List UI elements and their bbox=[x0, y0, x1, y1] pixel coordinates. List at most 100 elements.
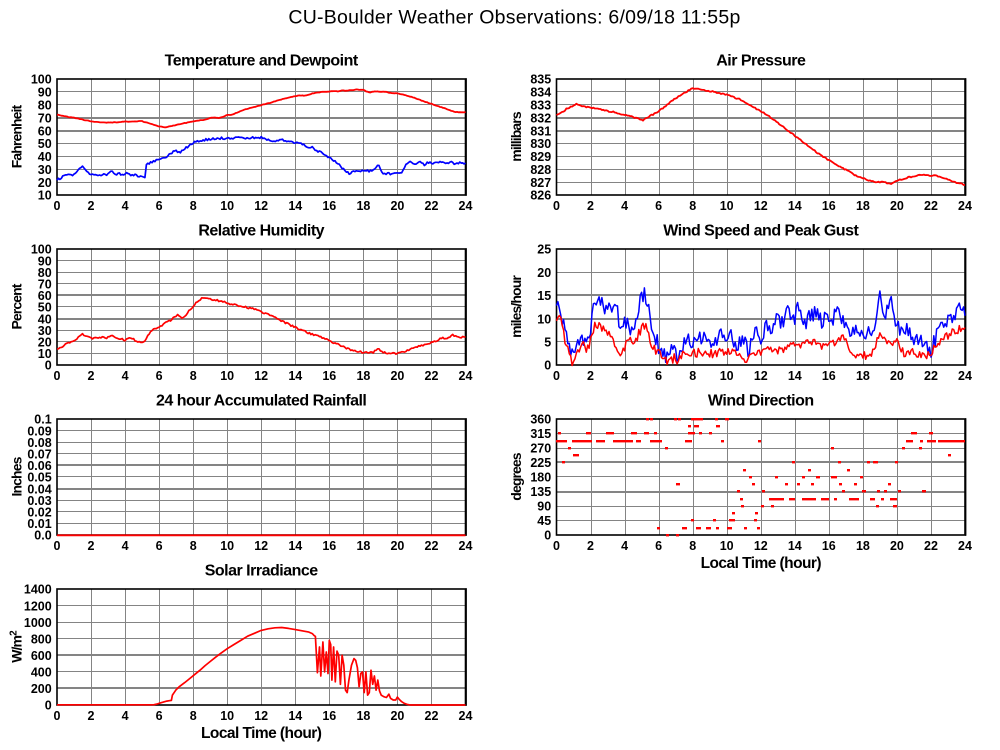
svg-text:22: 22 bbox=[425, 709, 439, 723]
svg-text:830: 830 bbox=[530, 137, 551, 151]
svg-text:18: 18 bbox=[356, 199, 370, 213]
svg-text:833: 833 bbox=[530, 99, 551, 113]
svg-text:0.1: 0.1 bbox=[34, 413, 51, 427]
svg-text:22: 22 bbox=[924, 539, 938, 553]
svg-text:20: 20 bbox=[890, 539, 904, 553]
svg-text:2: 2 bbox=[587, 369, 594, 383]
svg-text:10: 10 bbox=[220, 199, 234, 213]
svg-text:10: 10 bbox=[38, 347, 52, 361]
svg-text:12: 12 bbox=[254, 709, 268, 723]
svg-text:827: 827 bbox=[530, 176, 551, 190]
svg-text:20: 20 bbox=[890, 199, 904, 213]
svg-text:22: 22 bbox=[425, 199, 439, 213]
svg-text:0: 0 bbox=[54, 199, 61, 213]
svg-text:70: 70 bbox=[38, 111, 52, 125]
svg-text:5: 5 bbox=[544, 336, 551, 350]
svg-text:10: 10 bbox=[220, 709, 234, 723]
svg-text:826: 826 bbox=[530, 189, 551, 203]
svg-text:800: 800 bbox=[31, 632, 52, 646]
svg-text:Wind Direction: Wind Direction bbox=[708, 392, 814, 409]
svg-text:45: 45 bbox=[537, 514, 551, 528]
svg-text:8: 8 bbox=[190, 369, 197, 383]
svg-text:24: 24 bbox=[459, 709, 473, 723]
svg-text:24: 24 bbox=[459, 369, 473, 383]
svg-text:2: 2 bbox=[587, 539, 594, 553]
svg-text:16: 16 bbox=[822, 539, 836, 553]
svg-text:20: 20 bbox=[390, 539, 404, 553]
svg-text:1400: 1400 bbox=[24, 583, 52, 597]
svg-text:12: 12 bbox=[254, 369, 268, 383]
svg-text:80: 80 bbox=[38, 99, 52, 113]
svg-text:24: 24 bbox=[958, 199, 972, 213]
svg-text:4: 4 bbox=[621, 539, 628, 553]
svg-text:18: 18 bbox=[356, 539, 370, 553]
svg-text:24: 24 bbox=[459, 199, 473, 213]
svg-text:600: 600 bbox=[31, 649, 52, 663]
svg-text:80: 80 bbox=[38, 266, 52, 280]
svg-text:10: 10 bbox=[720, 369, 734, 383]
svg-text:100: 100 bbox=[31, 243, 52, 257]
svg-text:225: 225 bbox=[530, 456, 551, 470]
svg-text:18: 18 bbox=[856, 539, 870, 553]
svg-text:360: 360 bbox=[530, 413, 551, 427]
svg-text:6: 6 bbox=[156, 539, 163, 553]
svg-text:6: 6 bbox=[156, 199, 163, 213]
svg-text:24: 24 bbox=[958, 539, 972, 553]
svg-text:18: 18 bbox=[856, 369, 870, 383]
svg-text:50: 50 bbox=[38, 301, 52, 315]
svg-text:14: 14 bbox=[288, 709, 302, 723]
svg-text:90: 90 bbox=[38, 254, 52, 268]
svg-text:16: 16 bbox=[322, 199, 336, 213]
svg-text:829: 829 bbox=[530, 150, 551, 164]
svg-text:Local Time (hour): Local Time (hour) bbox=[201, 725, 322, 742]
svg-text:Fahrenheit: Fahrenheit bbox=[9, 104, 25, 168]
svg-text:831: 831 bbox=[530, 124, 551, 138]
svg-text:12: 12 bbox=[254, 199, 268, 213]
svg-text:0.0: 0.0 bbox=[34, 529, 51, 543]
svg-text:Relative Humidity: Relative Humidity bbox=[198, 222, 324, 239]
svg-text:14: 14 bbox=[288, 539, 302, 553]
svg-text:0.04: 0.04 bbox=[27, 482, 51, 496]
svg-text:20: 20 bbox=[38, 336, 52, 350]
svg-text:W/m2: W/m2 bbox=[9, 630, 25, 663]
svg-text:6: 6 bbox=[655, 539, 662, 553]
svg-text:16: 16 bbox=[322, 709, 336, 723]
svg-text:100: 100 bbox=[31, 73, 52, 87]
svg-text:16: 16 bbox=[822, 369, 836, 383]
svg-text:1000: 1000 bbox=[24, 616, 52, 630]
svg-text:0.03: 0.03 bbox=[27, 494, 51, 508]
svg-text:16: 16 bbox=[322, 369, 336, 383]
svg-text:2: 2 bbox=[88, 709, 95, 723]
svg-text:22: 22 bbox=[425, 369, 439, 383]
svg-text:0.01: 0.01 bbox=[27, 517, 51, 531]
svg-text:834: 834 bbox=[530, 86, 551, 100]
svg-text:4: 4 bbox=[122, 199, 129, 213]
svg-text:20: 20 bbox=[390, 709, 404, 723]
svg-text:200: 200 bbox=[31, 682, 52, 696]
svg-text:12: 12 bbox=[754, 369, 768, 383]
svg-text:70: 70 bbox=[38, 278, 52, 292]
svg-text:0: 0 bbox=[553, 539, 560, 553]
svg-text:18: 18 bbox=[856, 199, 870, 213]
svg-text:0: 0 bbox=[54, 539, 61, 553]
svg-text:30: 30 bbox=[38, 324, 52, 338]
svg-text:10: 10 bbox=[38, 189, 52, 203]
svg-text:0: 0 bbox=[544, 359, 551, 373]
svg-text:millibars: millibars bbox=[508, 111, 524, 162]
svg-text:40: 40 bbox=[38, 150, 52, 164]
svg-text:8: 8 bbox=[689, 199, 696, 213]
svg-text:10: 10 bbox=[220, 369, 234, 383]
svg-text:315: 315 bbox=[530, 427, 551, 441]
svg-text:20: 20 bbox=[38, 176, 52, 190]
svg-text:828: 828 bbox=[530, 163, 551, 177]
svg-text:835: 835 bbox=[530, 73, 551, 87]
svg-text:6: 6 bbox=[156, 369, 163, 383]
svg-text:14: 14 bbox=[788, 369, 802, 383]
svg-text:90: 90 bbox=[537, 500, 551, 514]
svg-text:832: 832 bbox=[530, 111, 551, 125]
svg-text:0.08: 0.08 bbox=[27, 436, 51, 450]
svg-text:10: 10 bbox=[720, 539, 734, 553]
svg-text:4: 4 bbox=[621, 369, 628, 383]
svg-text:40: 40 bbox=[38, 312, 52, 326]
svg-text:24: 24 bbox=[958, 369, 972, 383]
